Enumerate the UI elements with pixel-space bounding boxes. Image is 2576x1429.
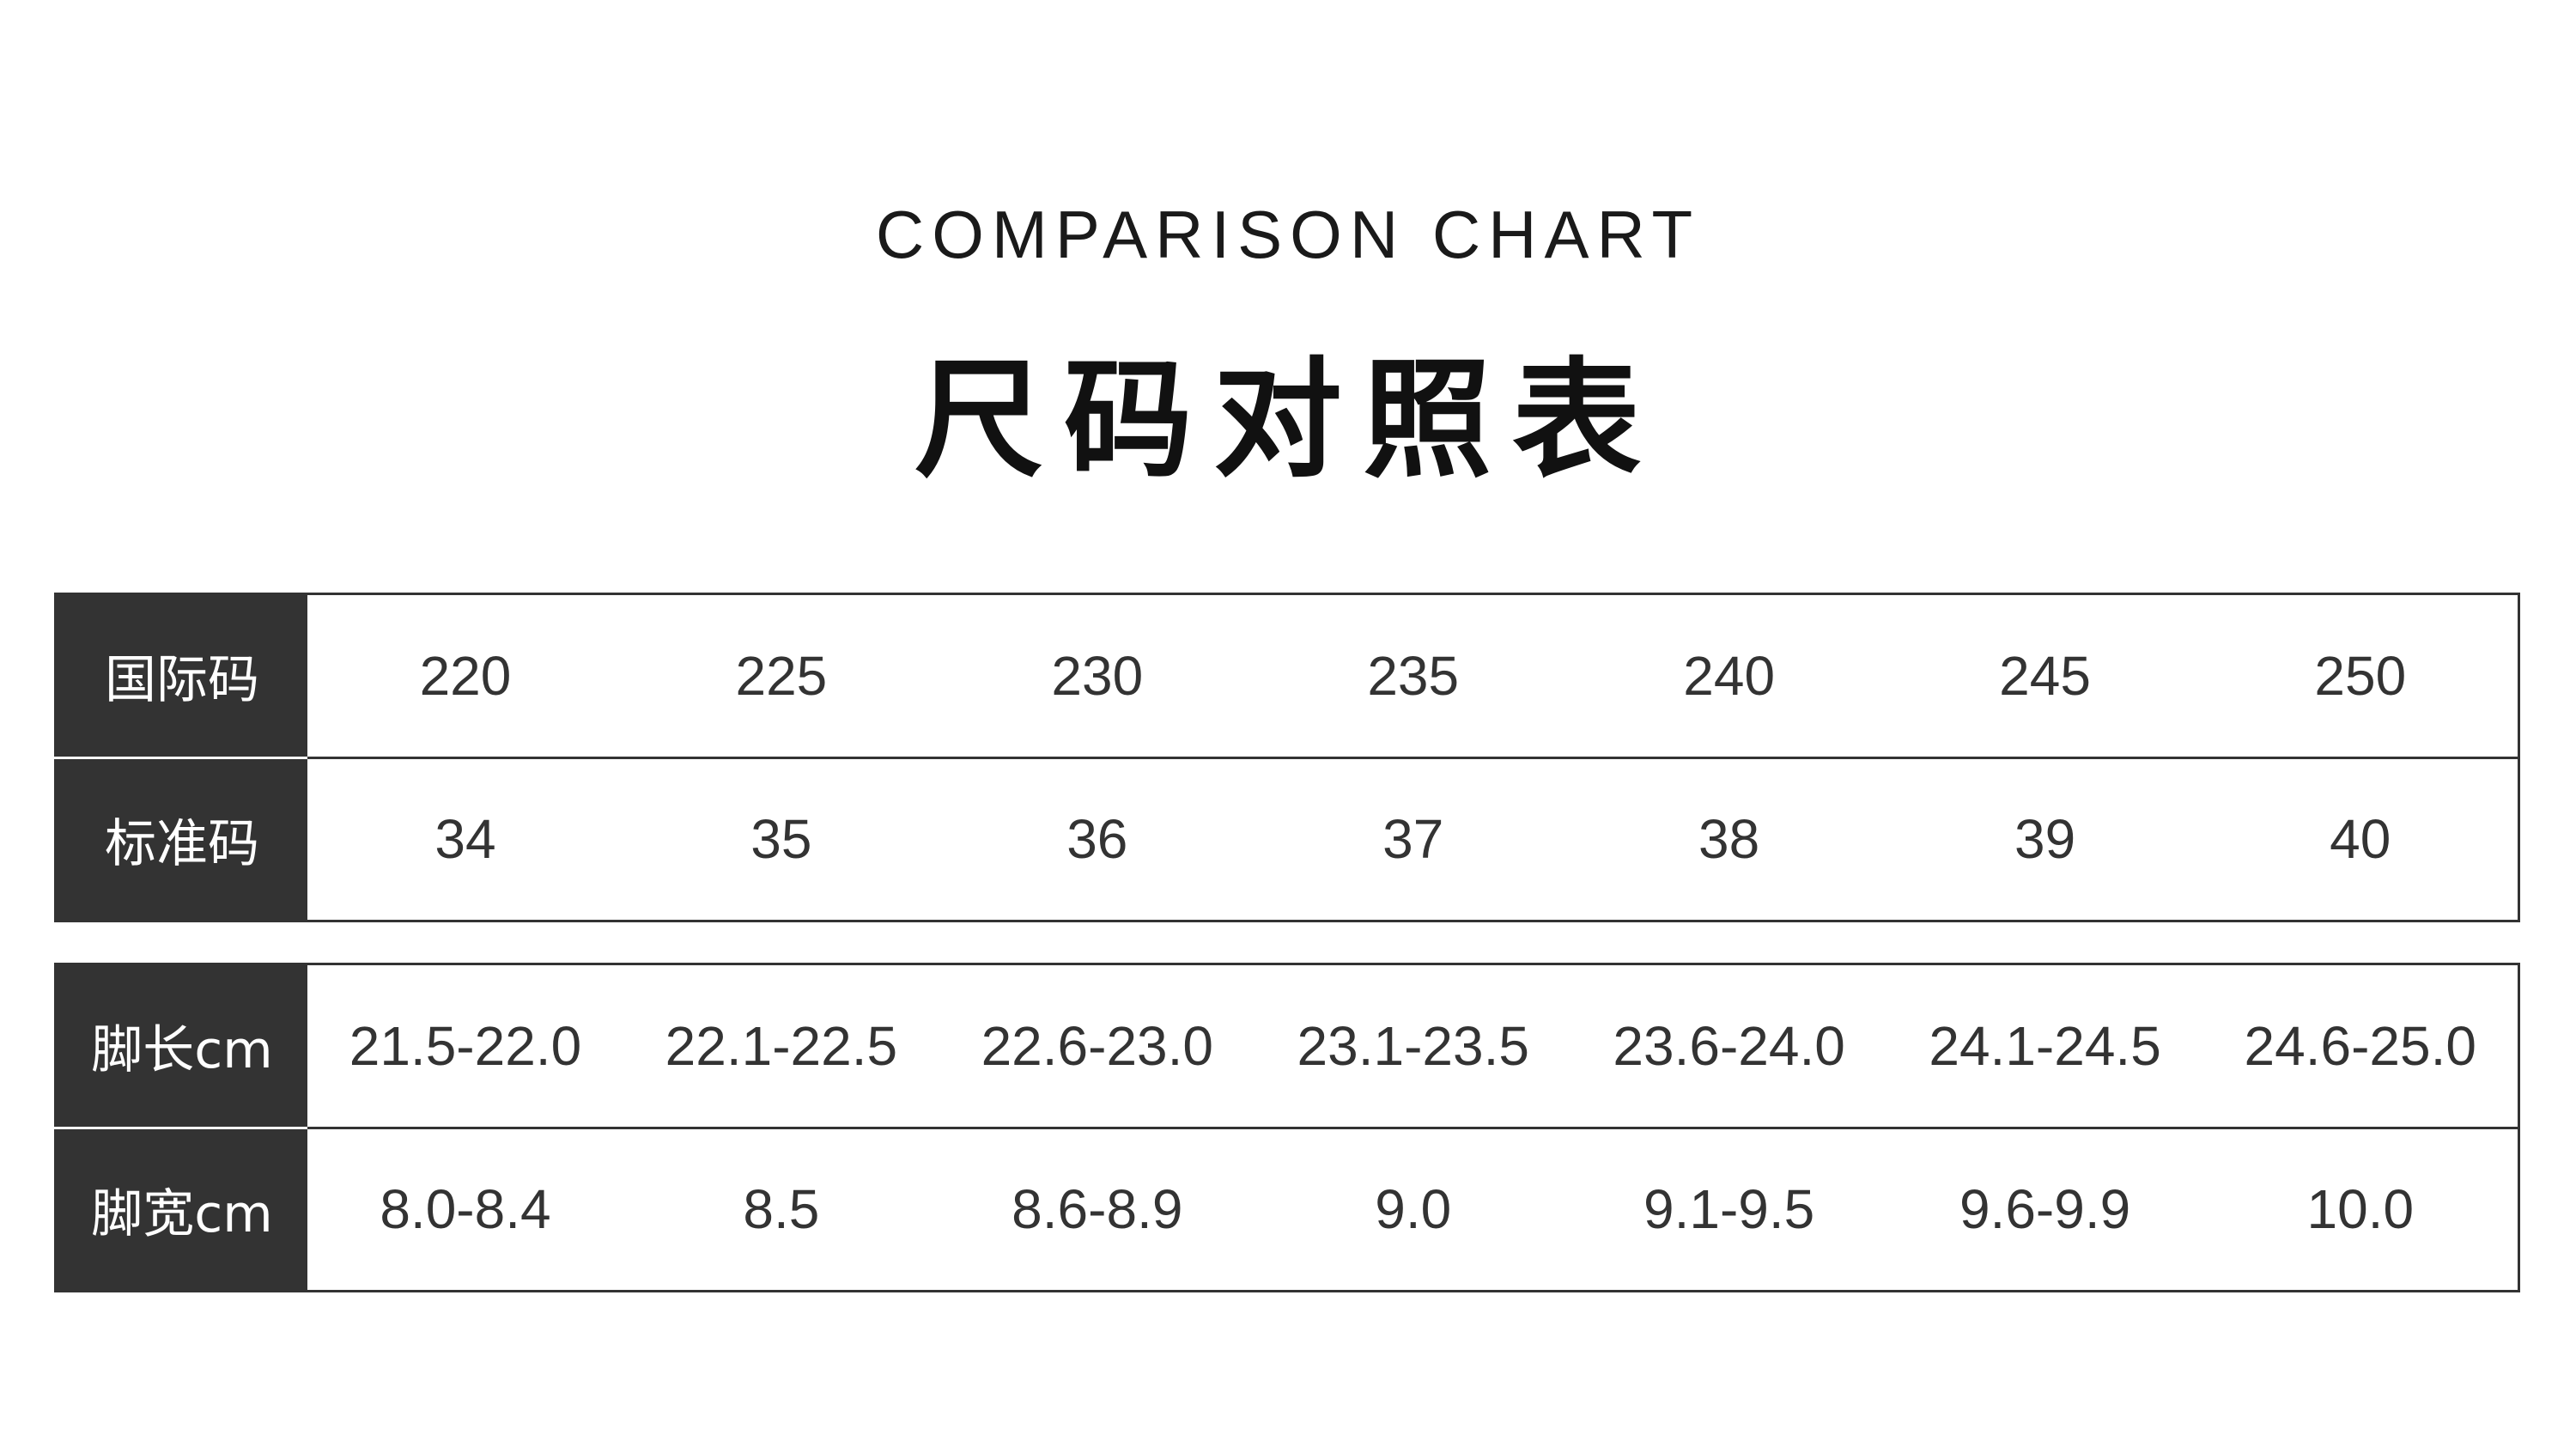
table-cell: 24.1-24.5 [1929,1014,2161,1077]
table-cell: 230 [1051,644,1144,707]
table-cell: 40 [2202,756,2519,921]
subtitle: COMPARISON CHART [875,197,1701,272]
table-cell: 240 [1683,644,1776,707]
row-header: 国际码 [55,593,307,757]
table-row: 脚长cm 21.5-22.0 22.1-22.5 22.6-23.0 23.1-23.5… [55,964,2519,1128]
size-table-foot: 脚长cm 21.5-22.0 22.1-22.5 22.6-23.0 23.1-23.5… [54,963,2520,1292]
table-cell: 38 [1571,756,1887,921]
page-title: 尺码对照表 [914,346,1662,496]
table-cell: 220 [419,644,512,707]
table-cell: 9.6-9.9 [1886,1126,2203,1292]
table-cell: 235 [1367,644,1460,707]
table-cell: 8.5 [623,1126,939,1292]
row-header: 标准码 [55,756,307,921]
table-row: 脚宽cm 8.0-8.4 8.5 8.6-8.9 9.0 9.1-9.5 9.6-9.9 10… [55,1126,2519,1292]
table-cell: 250 [2314,644,2407,707]
table-cell: 37 [1255,756,1571,921]
table-cell: 36 [939,756,1255,921]
table-cell: 22.6-23.0 [981,1014,1214,1077]
table-cell: 9.0 [1255,1126,1571,1292]
row-header: 脚长cm [55,964,307,1128]
table-cell: 8.6-8.9 [939,1126,1255,1292]
table-cell: 24.6-25.0 [2244,1014,2476,1077]
table-cell: 10.0 [2202,1126,2519,1292]
table-row: 国际码 220 225 230 235 240 245 250 [55,593,2519,757]
table-cell: 34 [307,756,623,921]
table-cell: 22.1-22.5 [665,1014,898,1077]
size-table-codes: 国际码 220 225 230 235 240 245 250 标准码 34 35 36 37 38 39 4… [54,593,2520,922]
table-cell: 35 [623,756,939,921]
table-row: 标准码 34 35 36 37 38 39 40 [55,756,2519,921]
table-cell: 8.0-8.4 [307,1126,623,1292]
table-cell: 245 [1999,644,2091,707]
table-cell: 9.1-9.5 [1571,1126,1887,1292]
table-cell: 23.1-23.5 [1297,1014,1529,1077]
row-header: 脚宽cm [55,1126,307,1292]
table-cell: 39 [1886,756,2203,921]
table-cell: 23.6-24.0 [1613,1014,1845,1077]
table-cell: 225 [735,644,828,707]
table-cell: 21.5-22.0 [349,1014,582,1077]
